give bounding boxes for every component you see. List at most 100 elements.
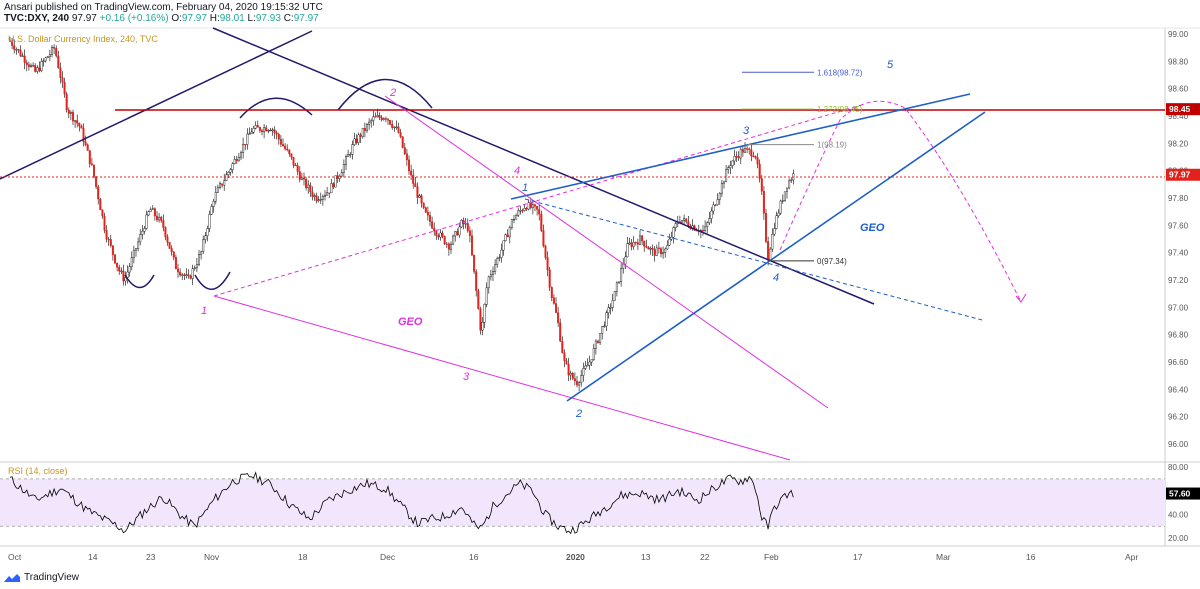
price-tick-label: 96.60 <box>1168 358 1189 367</box>
candle-body <box>145 214 148 229</box>
candle-body <box>258 127 261 131</box>
price-tick-label: 97.20 <box>1168 276 1189 285</box>
candle-body <box>506 234 509 238</box>
candle-body <box>672 227 675 238</box>
candle-body <box>248 133 251 135</box>
candle-body <box>681 220 684 223</box>
high-label: H: <box>209 13 220 24</box>
wave-labels: 1 2 3 4 1 2 3 4 5 GEO GEO <box>201 59 894 420</box>
candle-body <box>548 269 551 288</box>
candle-body <box>452 235 455 245</box>
candle-body <box>187 274 190 277</box>
candle-body <box>765 213 768 242</box>
candle-body <box>599 333 602 343</box>
candle-body <box>288 149 291 154</box>
candle-body <box>666 245 669 250</box>
candle-body <box>227 171 230 175</box>
candle-body <box>376 115 379 117</box>
candle-body <box>437 235 440 238</box>
candle-body <box>321 195 324 200</box>
candle-body <box>261 130 264 133</box>
price-axis[interactable]: 99.0098.8098.6098.4098.2098.0097.8097.60… <box>1166 30 1200 449</box>
candle-body <box>78 123 81 127</box>
candle-body <box>223 180 226 186</box>
candle-body <box>286 148 289 151</box>
candle-body <box>569 373 572 376</box>
candle-body <box>716 199 719 206</box>
candle-body <box>515 215 518 220</box>
time-tick-label: 16 <box>469 552 479 562</box>
candle-body <box>290 153 293 158</box>
candle-body <box>741 149 744 153</box>
candle-body <box>668 238 671 246</box>
candle-body <box>363 127 366 131</box>
candle-body <box>634 242 637 244</box>
candle-body <box>477 290 480 309</box>
candle-body <box>324 194 327 197</box>
time-tick-label: 18 <box>298 552 308 562</box>
candle-body <box>36 67 39 72</box>
candle-body <box>107 239 110 241</box>
candle-body <box>790 179 793 182</box>
rsi-tick-label: 80.00 <box>1168 463 1189 472</box>
candle-body <box>609 307 612 309</box>
price-tick-label: 97.00 <box>1168 303 1189 312</box>
candle-body <box>208 214 211 229</box>
candle-body <box>412 174 415 184</box>
candle-body <box>435 230 438 236</box>
candle-body <box>57 55 60 68</box>
candle-body <box>342 164 345 173</box>
candle-body <box>460 220 463 228</box>
candle-body <box>624 256 627 265</box>
blue-wave-structure[interactable] <box>510 93 986 402</box>
candle-body <box>254 125 257 129</box>
candle-body <box>300 177 303 180</box>
candle-body <box>447 243 450 250</box>
time-tick-label: Feb <box>764 552 779 562</box>
candle-body <box>197 254 200 265</box>
candle-body <box>206 228 209 236</box>
blue-wave-5: 5 <box>887 59 894 71</box>
candle-body <box>489 274 492 278</box>
candle-body <box>153 208 156 217</box>
candle-body <box>101 209 104 217</box>
candle-body <box>170 248 173 253</box>
candle-body <box>155 215 158 221</box>
magenta-arrow-head <box>1015 293 1027 303</box>
candle-body <box>527 202 530 210</box>
candle-body <box>330 183 333 194</box>
blue-dashed-line <box>524 198 983 321</box>
time-axis[interactable]: Oct 14 23 Nov 18 Dec 16 2020 13 22 Feb 17 Mar 16 Apr <box>8 552 1138 562</box>
candle-body <box>613 291 616 301</box>
symbol-label[interactable]: TVC:DXY, 240 <box>4 13 70 24</box>
magenta-wave-structure[interactable] <box>213 95 1027 461</box>
candle-body <box>130 257 133 267</box>
candle-body <box>305 178 308 189</box>
navy-trendlines[interactable] <box>0 27 875 305</box>
fib-level-label: 0(97.34) <box>817 257 847 266</box>
price-tick-label: 96.20 <box>1168 413 1189 422</box>
candle-body <box>393 126 396 128</box>
candle-body <box>63 81 66 95</box>
candle-body <box>660 248 663 255</box>
magenta-wave-4: 4 <box>514 165 520 177</box>
time-tick-label: 14 <box>88 552 98 562</box>
fibonacci-extension[interactable]: 1.618(98.72) 1.272(98.45) 1(98.19) 0(97.34) <box>742 68 863 266</box>
blue-wave-3: 3 <box>743 125 750 137</box>
candle-body <box>471 235 474 256</box>
price-tick-label: 97.40 <box>1168 249 1189 258</box>
navy-trendline-up <box>0 30 313 180</box>
price-tick-label: 96.00 <box>1168 440 1189 449</box>
candle-body <box>384 118 387 120</box>
geo-annotation-magenta: GEO <box>398 316 423 328</box>
candle-body <box>44 57 47 62</box>
candle-body <box>584 365 587 369</box>
candle-body <box>408 159 411 172</box>
candle-body <box>82 128 85 142</box>
candle-body <box>370 120 373 123</box>
candle-body <box>487 276 490 289</box>
candle-body <box>307 184 310 189</box>
tradingview-branding[interactable]: TradingView <box>4 572 79 583</box>
candle-body <box>172 251 175 258</box>
